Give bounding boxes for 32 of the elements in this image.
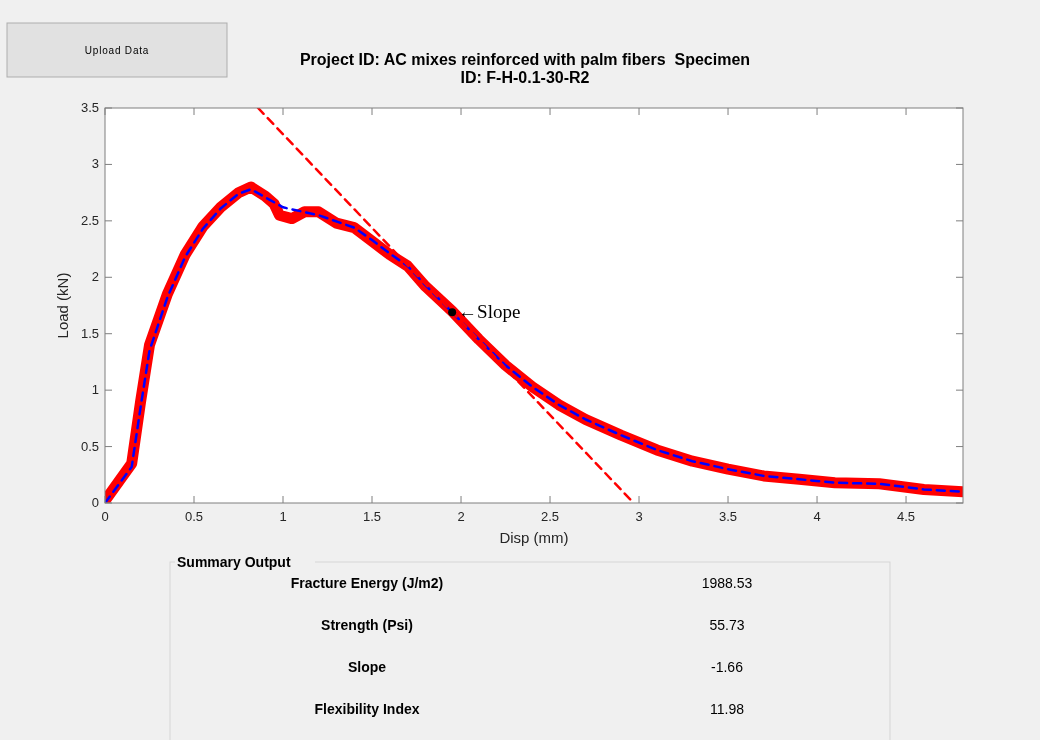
text: 1988.53: [701, 575, 753, 591]
y-tick-label: 0: [91, 495, 99, 510]
y-tick-label: 0.5: [80, 438, 99, 454]
x-tick-label: 4: [813, 509, 821, 524]
annotation: ←Slope: [458, 301, 521, 323]
text: Summary Output: [177, 554, 291, 570]
y-tick-label: 2.5: [80, 212, 99, 228]
y-tick-label: 2: [91, 269, 99, 285]
x-tick-label: 4.5: [897, 509, 916, 524]
y-axis-title: Load (kN): [54, 272, 71, 339]
x-tick-label: 1.5: [362, 509, 382, 524]
text: Fracture Energy (J/m2): [290, 575, 444, 591]
text: -1.66: [711, 659, 744, 675]
x-tick-label: 0.5: [184, 509, 204, 524]
y-tick-label: 3.5: [80, 100, 99, 115]
chart-title: Project ID: AC mixes reinforced with palm fibers Specimen ID: F-H-0.1-30-R2: [299, 51, 751, 86]
x-tick-label: 0: [101, 509, 109, 524]
y-tick-label: 1.5: [80, 325, 99, 341]
x-tick-label: 3.5: [718, 509, 738, 524]
x-tick-label: 2: [457, 509, 465, 524]
text: Flexibility Index: [314, 701, 420, 717]
x-tick-label: 2.5: [540, 509, 560, 524]
x-tick-label: 1: [279, 509, 287, 524]
upload-button: Upload Data: [6, 22, 228, 78]
text: 11.98: [710, 701, 745, 717]
y-tick-label: 1: [91, 382, 99, 398]
text: Strength (Psi): [321, 617, 413, 633]
x-tick-label: 3: [635, 509, 643, 524]
x-axis-title: Disp (mm): [499, 529, 569, 546]
y-tick-label: 3: [91, 156, 99, 172]
text: Slope: [347, 659, 387, 675]
text: 55.73: [709, 617, 745, 633]
